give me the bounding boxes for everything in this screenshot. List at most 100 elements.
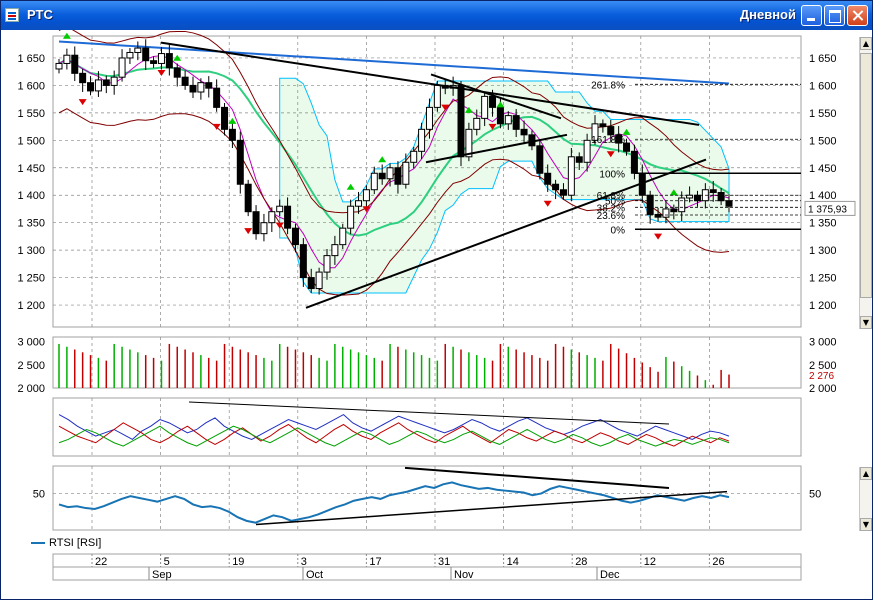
- scroll-thumb[interactable]: [860, 53, 872, 298]
- price-scrollbar[interactable]: ▲ ▼: [859, 37, 872, 329]
- panel-frame-vol: [52, 336, 802, 389]
- long-moving-average: [58, 40, 730, 85]
- candle-up: [110, 76, 118, 86]
- x-month-label: Dec: [600, 569, 620, 581]
- y-tick-label: 1 400: [17, 190, 45, 202]
- cloud-area: [279, 77, 730, 294]
- x-day-label: 22: [95, 556, 107, 568]
- x-day-label: 28: [575, 556, 587, 568]
- volume-tick-label-right: 2 000: [809, 383, 837, 395]
- rsi-scrollbar[interactable]: ▲ ▼: [859, 467, 872, 531]
- candle-down: [654, 213, 662, 218]
- candle-down: [607, 126, 615, 136]
- window-title: РТС: [27, 7, 53, 22]
- candle-up: [662, 208, 670, 218]
- chart-app-icon[interactable]: [5, 8, 19, 22]
- x-day-label: 3: [301, 556, 307, 568]
- scroll-down-button[interactable]: ▼: [860, 518, 872, 531]
- title-bar[interactable]: РТС Дневной: [1, 1, 872, 30]
- candle-up: [465, 128, 473, 158]
- x-day-label: 19: [232, 556, 244, 568]
- candle-down: [520, 128, 528, 136]
- candle-down: [102, 79, 110, 86]
- y-tick-label-right: 1 250: [809, 273, 837, 285]
- fractal-down-marker: [606, 151, 615, 158]
- candle-down: [725, 200, 733, 207]
- oscillator-line: [58, 413, 730, 441]
- candle-up: [339, 227, 347, 246]
- candle-down: [709, 189, 717, 193]
- fractal-down-marker: [275, 222, 284, 229]
- candle-down: [284, 205, 292, 229]
- candle-down: [457, 84, 465, 158]
- minor-trendline: [430, 73, 562, 120]
- candle-up: [410, 150, 418, 163]
- minimize-button[interactable]: [801, 5, 822, 26]
- candle-down: [512, 115, 520, 130]
- y-tick-label-right: 1 300: [809, 245, 837, 257]
- candle-up: [678, 197, 686, 213]
- fractal-down-marker: [654, 233, 663, 240]
- x-day-label: 26: [712, 556, 724, 568]
- fib-level-label: 23.6%: [597, 211, 625, 222]
- candle-down: [559, 189, 567, 196]
- candle-down: [213, 87, 221, 108]
- last-price-label: 1 375,93: [808, 204, 847, 215]
- candle-down: [236, 139, 244, 185]
- fractal-up-marker: [62, 32, 71, 39]
- rsi-support-trendline: [255, 490, 728, 526]
- candle-up: [370, 172, 378, 191]
- fractal-up-marker: [378, 156, 387, 163]
- candle-up: [63, 54, 71, 64]
- candle-down: [181, 76, 189, 86]
- x-day-label: 12: [644, 556, 656, 568]
- candle-up: [55, 62, 63, 70]
- candle-down: [670, 208, 678, 213]
- candle-up: [355, 200, 363, 207]
- maximize-button[interactable]: [824, 5, 845, 26]
- y-tick-label: 1 650: [17, 53, 45, 65]
- candle-down: [71, 54, 79, 74]
- fractal-down-marker: [362, 206, 371, 213]
- rsi-resistance-trendline: [404, 466, 670, 489]
- legend-label: RTSI [RSI]: [49, 537, 102, 549]
- rsi-legend: RTSI [RSI]: [31, 537, 101, 549]
- candle-up: [323, 255, 331, 273]
- scroll-up-button[interactable]: ▲: [860, 37, 872, 50]
- candle-down: [173, 67, 181, 78]
- candle-down: [615, 134, 623, 144]
- oscillator-trendline: [188, 401, 670, 425]
- fractal-up-marker: [464, 106, 473, 113]
- fib-level-label: 38.2%: [597, 203, 625, 214]
- candle-up: [386, 167, 394, 180]
- scroll-up-button[interactable]: ▲: [860, 467, 872, 480]
- close-button[interactable]: [847, 5, 868, 26]
- x-month-label: Nov: [454, 569, 474, 581]
- candle-up: [473, 117, 481, 130]
- candle-down: [252, 211, 260, 235]
- candle-down: [221, 106, 229, 130]
- fib-level-label: 50%: [605, 197, 625, 208]
- fractal-up-marker: [173, 54, 182, 61]
- resistance-trendline: [160, 41, 700, 126]
- candle-up: [118, 57, 126, 78]
- candle-down: [228, 128, 236, 141]
- candle-down: [693, 194, 701, 202]
- candle-down: [552, 183, 560, 191]
- candle-down: [646, 194, 654, 215]
- y-tick-label: 1 250: [17, 273, 45, 285]
- x-day-label: 5: [164, 556, 170, 568]
- fib-level-label: 261.8%: [591, 80, 625, 91]
- x-day-label: 17: [369, 556, 381, 568]
- fractal-down-marker: [212, 123, 221, 130]
- candle-down: [150, 60, 158, 64]
- y-tick-label-right: 1 350: [809, 218, 837, 230]
- oscillator-line: [58, 422, 730, 447]
- candle-down: [307, 277, 315, 290]
- chart-area[interactable]: 1 650 1 650 1 600 1 600 1 550 1 550 1 500 1 500…: [1, 30, 872, 599]
- fib-level-label: 61.8%: [597, 191, 625, 202]
- y-tick-label: 1 500: [17, 135, 45, 147]
- scroll-down-button[interactable]: ▼: [860, 316, 872, 329]
- support-trendline: [305, 158, 707, 309]
